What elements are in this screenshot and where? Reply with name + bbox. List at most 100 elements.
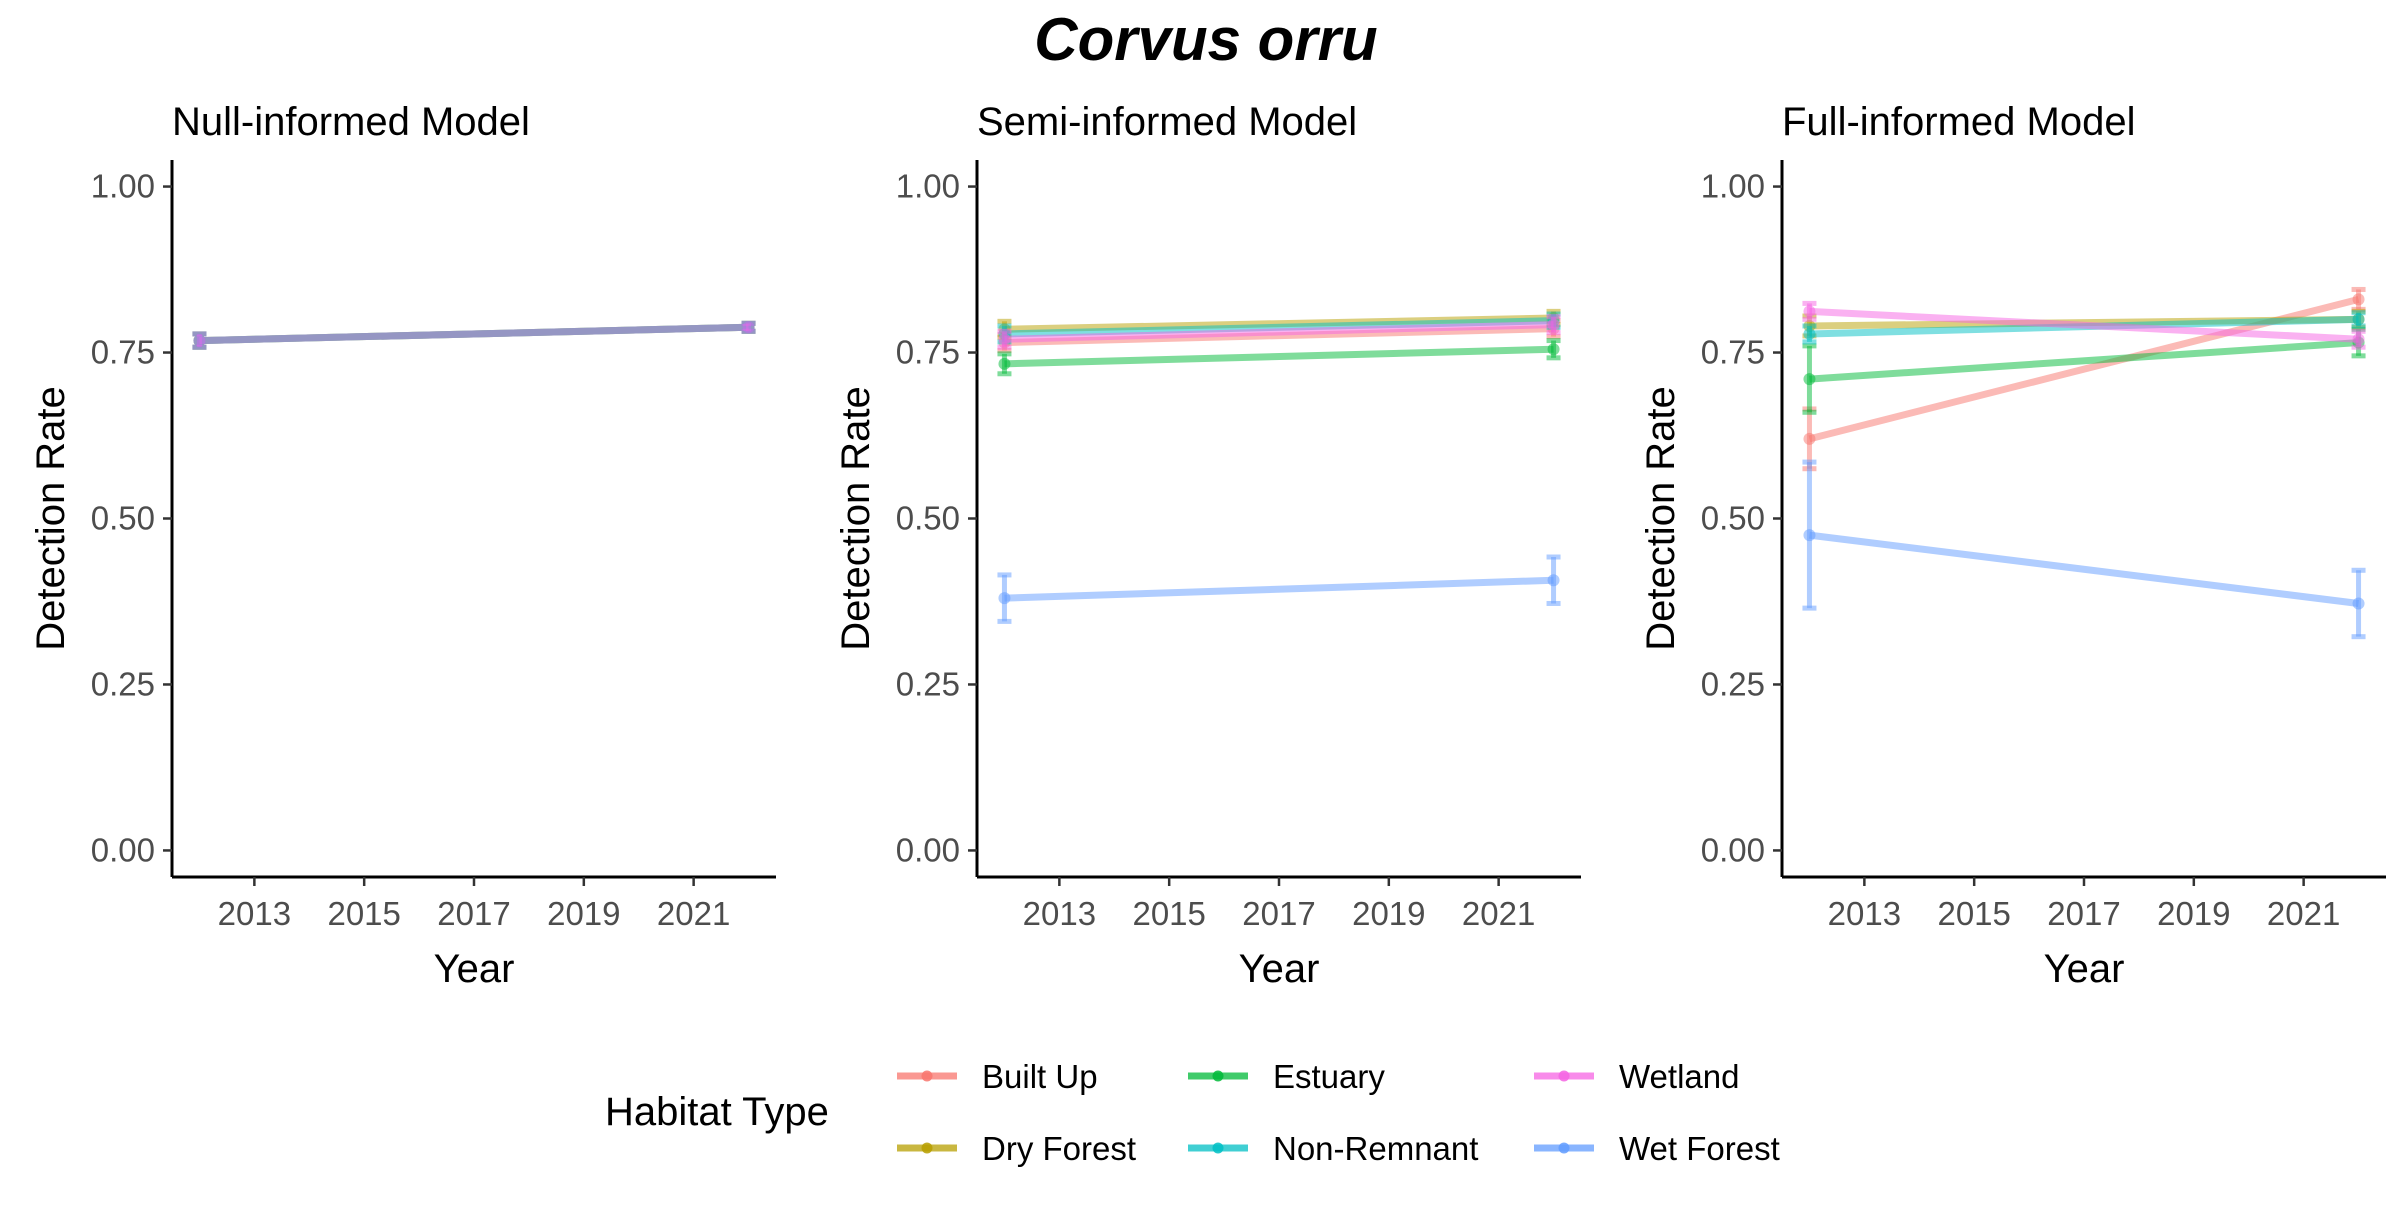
series-line-wet-forest (199, 323, 749, 345)
data-point (193, 334, 206, 347)
legend: Habitat Type Built Up Dry Forest Estuary No… (605, 1058, 1780, 1167)
data-point (742, 321, 755, 334)
series-line-estuary (1809, 339, 2359, 383)
y-tick-label: 0.00 (91, 831, 155, 868)
y-tick-label: 1.00 (91, 168, 155, 205)
legend-label: Estuary (1273, 1058, 1385, 1095)
legend-key-point (1558, 1070, 1570, 1082)
data-point (742, 321, 755, 334)
data-point (998, 333, 1011, 346)
panel-title: Semi-informed Model (977, 100, 1357, 144)
y-tick-label: 0.00 (896, 831, 960, 868)
x-tick-label: 2017 (1242, 895, 1315, 932)
x-tick-label: 2013 (218, 895, 291, 932)
series-line-dry-forest (199, 323, 749, 345)
x-tick-label: 2019 (547, 895, 620, 932)
data-point (1803, 305, 1816, 318)
y-tick-label: 0.25 (1701, 665, 1765, 702)
series-wetland (192, 320, 756, 350)
y-axis-title: Detection Rate (834, 386, 878, 651)
x-tick-label: 2019 (2157, 895, 2230, 932)
y-tick-label: 0.25 (896, 665, 960, 702)
series-line-wet-forest (1809, 531, 2359, 607)
legend-key-point (921, 1142, 933, 1154)
series-wetland (1802, 300, 2366, 350)
panel-title: Full-informed Model (1782, 100, 2135, 144)
x-tick-label: 2015 (1937, 895, 2010, 932)
legend-label: Built Up (982, 1058, 1098, 1095)
data-point (998, 592, 1011, 605)
data-point (1803, 327, 1816, 340)
series-line-estuary (1004, 345, 1554, 368)
legend-label: Dry Forest (982, 1130, 1136, 1167)
data-point (742, 321, 755, 334)
legend-key-point (1558, 1142, 1570, 1154)
x-tick-label: 2021 (2267, 895, 2340, 932)
series-wetland (997, 314, 1561, 350)
x-tick-label: 2017 (437, 895, 510, 932)
data-point (1803, 373, 1816, 386)
y-tick-label: 0.75 (1701, 334, 1765, 371)
y-axis-title: Detection Rate (1639, 386, 1683, 651)
series-line-wetland (199, 323, 749, 345)
x-tick-label: 2015 (327, 895, 400, 932)
series-estuary (997, 338, 1561, 377)
legend-item-estuary: Estuary (1188, 1058, 1385, 1095)
panel-title: Null-informed Model (172, 100, 530, 144)
data-point (193, 334, 206, 347)
legend-label: Wet Forest (1619, 1130, 1780, 1167)
legend-key-point (1212, 1142, 1224, 1154)
panels: Null-informed Model 0.00 0.25 0.50 0.75 1.00 2… (29, 100, 2386, 991)
chart-title: Corvus orru (1034, 6, 1377, 73)
panel-semi-informed-model: Semi-informed Model 0.00 0.25 0.50 0.75 1.00 2… (834, 100, 1581, 991)
data-point (998, 357, 1011, 370)
data-point (1803, 529, 1816, 542)
legend-title: Habitat Type (605, 1090, 829, 1134)
series-line-wetland (1809, 307, 2359, 343)
legend-item-built-up: Built Up (897, 1058, 1098, 1095)
x-tick-label: 2019 (1352, 895, 1425, 932)
data-point (1547, 574, 1560, 587)
legend-item-dry-forest: Dry Forest (897, 1130, 1136, 1167)
panel-null-informed-model: Null-informed Model 0.00 0.25 0.50 0.75 1.00 2… (29, 100, 776, 991)
series-wet-forest (997, 554, 1561, 624)
series-line-built-up (199, 323, 749, 345)
series-dry-forest (192, 320, 756, 350)
series-built-up (192, 320, 756, 350)
y-tick-label: 0.75 (896, 334, 960, 371)
series-wet-forest (192, 320, 756, 350)
series-non-remnant (192, 320, 756, 350)
x-axis-title: Year (2044, 947, 2125, 991)
x-axis-title: Year (1239, 947, 1320, 991)
data-point (742, 321, 755, 334)
x-tick-label: 2013 (1023, 895, 1096, 932)
series-wet-forest (1802, 459, 2366, 640)
x-tick-label: 2013 (1828, 895, 1901, 932)
series-line-estuary (199, 323, 749, 345)
data-point (193, 334, 206, 347)
y-axis-title: Detection Rate (29, 386, 73, 651)
x-axis-title: Year (434, 947, 515, 991)
series-line-non-remnant (199, 323, 749, 345)
data-point (193, 334, 206, 347)
data-point (1803, 432, 1816, 445)
data-point (742, 321, 755, 334)
data-point (2352, 293, 2365, 306)
y-tick-label: 0.75 (91, 334, 155, 371)
legend-label: Non-Remnant (1273, 1130, 1478, 1167)
x-tick-label: 2017 (2047, 895, 2120, 932)
legend-item-wetland: Wetland (1534, 1058, 1739, 1095)
legend-key-point (921, 1070, 933, 1082)
panel-full-informed-model: Full-informed Model 0.00 0.25 0.50 0.75 1.00 2… (1639, 100, 2386, 991)
y-tick-label: 0.50 (91, 500, 155, 537)
series-estuary (192, 320, 756, 350)
y-tick-label: 0.00 (1701, 831, 1765, 868)
data-point (1547, 343, 1560, 356)
series-line-wet-forest (1004, 576, 1554, 602)
data-point (742, 321, 755, 334)
y-tick-label: 1.00 (1701, 168, 1765, 205)
data-point (193, 334, 206, 347)
x-tick-label: 2021 (657, 895, 730, 932)
y-tick-label: 0.50 (896, 500, 960, 537)
